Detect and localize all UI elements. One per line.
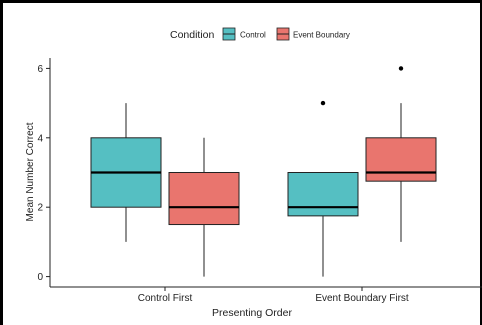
y-tick-label: 2 — [37, 203, 43, 214]
legend-label-control: Control — [240, 31, 266, 40]
box-event-boundary-event-boundary-first — [365, 137, 437, 182]
x-tick-label: Event Boundary First — [315, 293, 409, 304]
outlier-event-boundary-event-boundary-first — [398, 66, 404, 71]
outlier-control-event-boundary-first — [320, 100, 326, 106]
legend-title: Condition — [170, 29, 215, 41]
x-axis-ticks: Control First Event Boundary First — [138, 287, 409, 304]
y-tick-label: 6 — [37, 64, 43, 75]
box-event-boundary-control-first — [168, 172, 240, 226]
boxplot-marks — [90, 66, 437, 277]
y-tick-label: 0 — [37, 272, 43, 283]
legend-label-event-boundary: Event Boundary — [293, 31, 350, 40]
x-tick-label: Control First — [138, 293, 193, 304]
legend: Condition Control Event Boundary — [170, 27, 350, 41]
x-axis-label: Presenting Order — [212, 307, 292, 319]
y-axis-label: Mean Number Correct — [25, 122, 36, 221]
y-axis-ticks: 0 2 4 6 — [37, 64, 50, 283]
y-tick-label: 4 — [37, 133, 43, 144]
box-control-event-boundary-first — [287, 172, 359, 217]
